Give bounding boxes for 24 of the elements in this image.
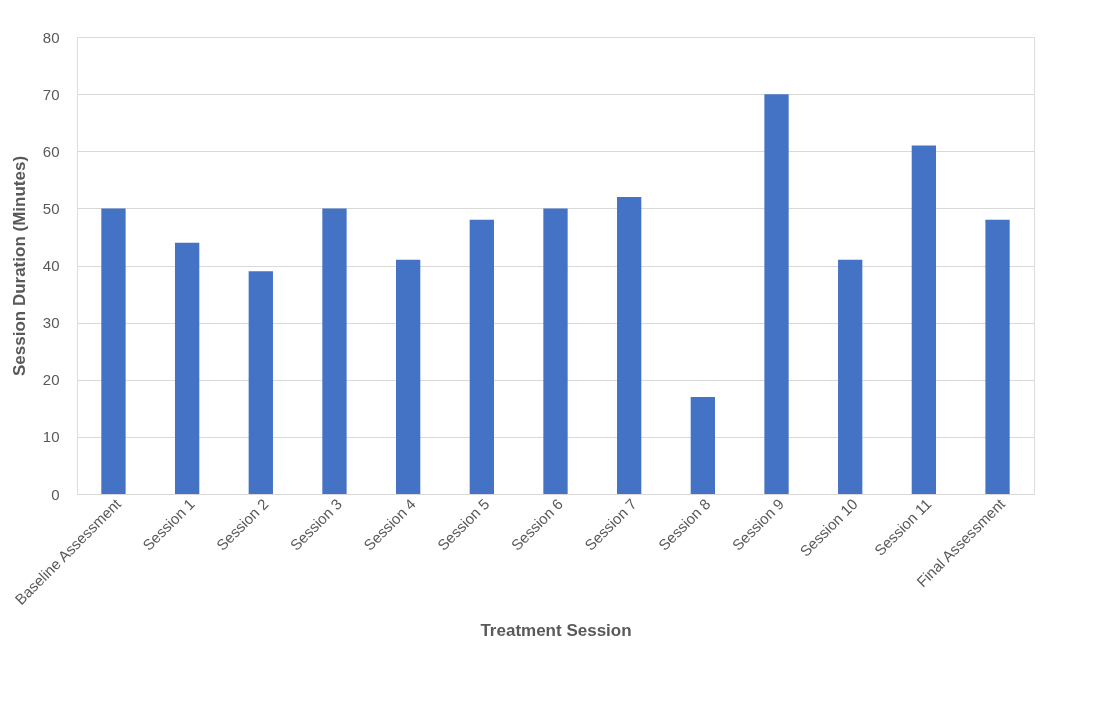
y-tick-label: 40 [42,257,60,274]
y-tick-label: 70 [42,85,60,103]
bar [322,208,347,494]
y-tick-label: 10 [42,428,60,446]
bar [396,259,421,494]
y-tick-label: 20 [42,371,60,389]
bar [248,271,273,494]
y-tick-label: 80 [42,28,60,46]
bar [764,94,789,494]
bar [617,196,642,494]
y-axis-title: Session Duration (Minutes) [9,155,29,377]
y-tick-label: 50 [42,199,60,217]
bar [543,208,568,494]
bar [911,145,937,494]
bar [174,242,200,494]
bar [690,396,715,494]
bar [985,219,1010,494]
y-tick-label: 60 [42,142,60,160]
bar [469,219,494,494]
x-axis-title: Treatment Session [480,620,632,640]
y-tick-label: 0 [51,485,60,503]
bar [101,208,126,494]
y-tick-label: 30 [42,314,60,332]
bar [838,259,863,494]
